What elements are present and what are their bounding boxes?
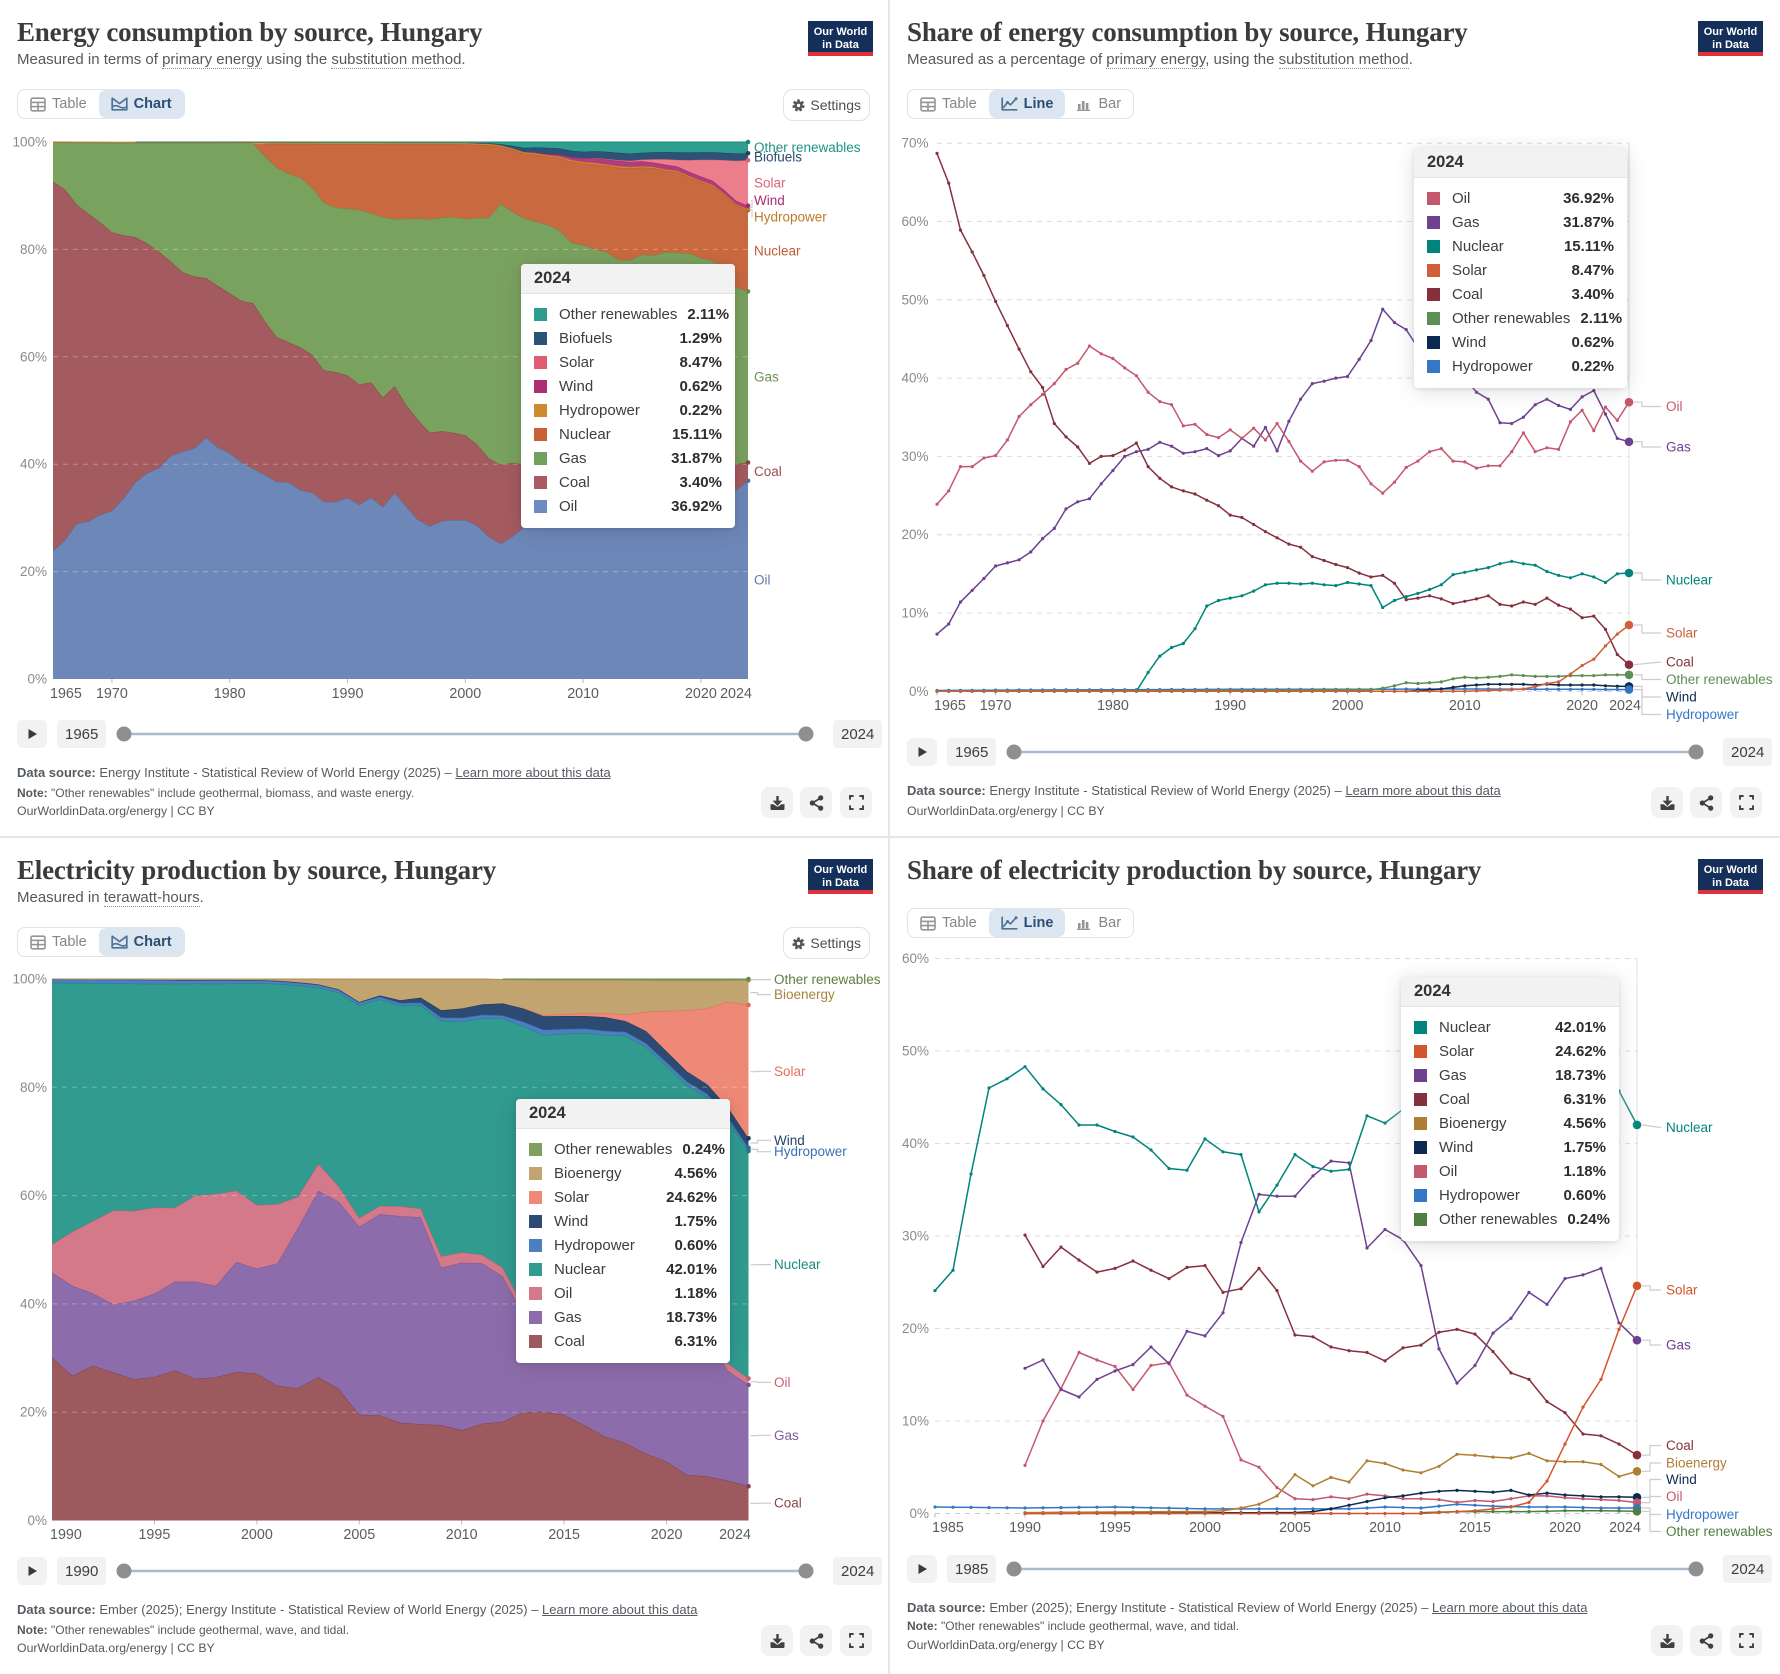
svg-text:0%: 0% [909, 1506, 929, 1521]
svg-text:60%: 60% [901, 214, 928, 229]
svg-text:2005: 2005 [343, 1527, 375, 1543]
svg-text:1995: 1995 [1099, 1520, 1131, 1536]
svg-text:Coal: Coal [754, 464, 782, 479]
svg-text:40%: 40% [20, 457, 47, 472]
svg-text:2005: 2005 [1279, 1520, 1311, 1536]
svg-text:100%: 100% [12, 972, 47, 987]
svg-text:Coal: Coal [1666, 655, 1694, 670]
svg-text:2024: 2024 [720, 686, 752, 702]
svg-text:Gas: Gas [1666, 1338, 1691, 1353]
svg-text:1980: 1980 [1097, 698, 1129, 714]
svg-text:1990: 1990 [1009, 1520, 1041, 1536]
svg-text:10%: 10% [902, 1414, 929, 1429]
svg-text:Nuclear: Nuclear [1666, 573, 1713, 588]
svg-text:20%: 20% [901, 527, 928, 542]
svg-text:Hydropower: Hydropower [754, 210, 827, 225]
svg-text:Other renewables: Other renewables [774, 972, 881, 987]
svg-text:Oil: Oil [1666, 1489, 1683, 1504]
svg-text:Bioenergy: Bioenergy [774, 987, 835, 1002]
svg-text:2020: 2020 [685, 686, 717, 702]
svg-text:Hydropower: Hydropower [774, 1144, 847, 1159]
svg-text:2010: 2010 [567, 686, 599, 702]
svg-text:Wind: Wind [1666, 690, 1697, 705]
svg-text:2020: 2020 [1566, 698, 1598, 714]
svg-text:Other renewables: Other renewables [754, 140, 861, 155]
svg-text:1995: 1995 [138, 1527, 170, 1543]
svg-text:1990: 1990 [332, 686, 364, 702]
svg-text:Biofuels: Biofuels [754, 149, 802, 164]
svg-text:Oil: Oil [754, 572, 771, 587]
svg-text:1970: 1970 [96, 686, 128, 702]
svg-text:Gas: Gas [774, 1428, 799, 1443]
svg-text:1985: 1985 [932, 1520, 964, 1536]
svg-text:Gas: Gas [754, 369, 779, 384]
svg-text:Hydropower: Hydropower [1666, 707, 1739, 722]
svg-text:2015: 2015 [548, 1527, 580, 1543]
svg-text:Wind: Wind [1666, 1472, 1697, 1487]
svg-text:60%: 60% [20, 1188, 47, 1203]
svg-text:2000: 2000 [1332, 698, 1364, 714]
svg-text:20%: 20% [20, 564, 47, 579]
svg-text:70%: 70% [901, 136, 928, 151]
svg-text:0%: 0% [27, 1513, 47, 1528]
svg-text:Solar: Solar [774, 1064, 806, 1079]
svg-text:1970: 1970 [980, 698, 1012, 714]
svg-text:2024: 2024 [1609, 1520, 1641, 1536]
svg-text:2024: 2024 [1609, 698, 1641, 714]
svg-text:0%: 0% [27, 672, 47, 687]
svg-text:50%: 50% [901, 292, 928, 307]
svg-text:80%: 80% [20, 242, 47, 257]
svg-text:10%: 10% [901, 606, 928, 621]
svg-text:2020: 2020 [651, 1527, 683, 1543]
svg-text:40%: 40% [20, 1296, 47, 1311]
svg-text:Hydropower: Hydropower [1666, 1507, 1739, 1522]
svg-text:2010: 2010 [1369, 1520, 1401, 1536]
svg-text:Oil: Oil [774, 1375, 791, 1390]
svg-text:2000: 2000 [241, 1527, 273, 1543]
svg-text:2010: 2010 [1449, 698, 1481, 714]
svg-text:1980: 1980 [214, 686, 246, 702]
svg-text:2020: 2020 [1549, 1520, 1581, 1536]
svg-text:0%: 0% [909, 684, 929, 699]
svg-text:1990: 1990 [50, 1527, 82, 1543]
svg-text:2024: 2024 [719, 1527, 751, 1543]
svg-text:1990: 1990 [1214, 698, 1246, 714]
svg-text:Coal: Coal [1666, 1438, 1694, 1453]
svg-text:30%: 30% [901, 449, 928, 464]
svg-text:Other renewables: Other renewables [1666, 672, 1773, 687]
svg-text:2000: 2000 [449, 686, 481, 702]
svg-text:40%: 40% [901, 371, 928, 386]
svg-text:1965: 1965 [934, 698, 966, 714]
svg-text:2000: 2000 [1189, 1520, 1221, 1536]
svg-text:80%: 80% [20, 1080, 47, 1095]
svg-text:20%: 20% [902, 1321, 929, 1336]
svg-text:1965: 1965 [50, 686, 82, 702]
svg-text:60%: 60% [902, 951, 929, 966]
svg-text:Other renewables: Other renewables [1666, 1524, 1773, 1539]
svg-text:Nuclear: Nuclear [774, 1257, 821, 1272]
svg-text:100%: 100% [12, 135, 47, 150]
svg-text:2015: 2015 [1459, 1520, 1491, 1536]
svg-text:Wind: Wind [774, 1133, 805, 1148]
svg-text:Nuclear: Nuclear [754, 243, 801, 258]
svg-text:Wind: Wind [754, 193, 785, 208]
svg-text:30%: 30% [902, 1229, 929, 1244]
svg-text:60%: 60% [20, 349, 47, 364]
svg-text:2010: 2010 [446, 1527, 478, 1543]
svg-text:Solar: Solar [754, 176, 786, 191]
svg-text:Solar: Solar [1666, 626, 1698, 641]
svg-text:20%: 20% [20, 1405, 47, 1420]
svg-text:40%: 40% [902, 1136, 929, 1151]
svg-text:Coal: Coal [774, 1496, 802, 1511]
svg-text:Bioenergy: Bioenergy [1666, 1456, 1727, 1471]
svg-text:50%: 50% [902, 1044, 929, 1059]
